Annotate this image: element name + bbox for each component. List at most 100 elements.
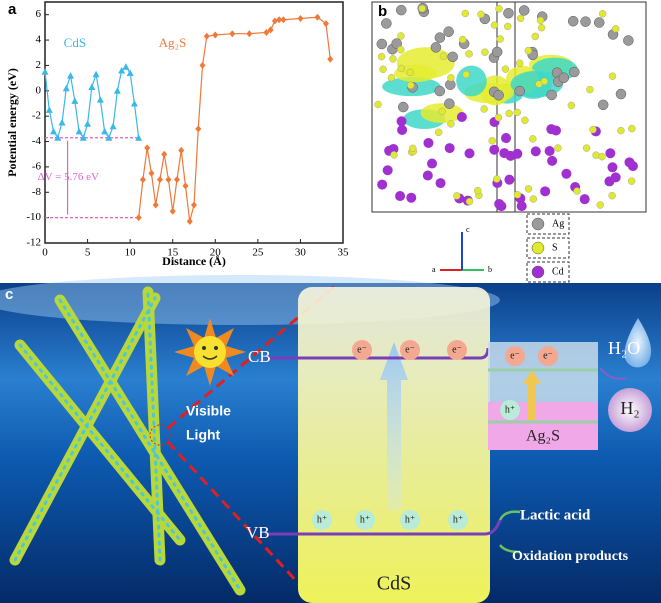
series-label: Ag₂S <box>159 35 187 50</box>
ag-atom <box>546 89 557 101</box>
data-point <box>71 97 79 104</box>
y-tick-label: -2 <box>32 110 41 122</box>
cd-atom <box>530 146 541 157</box>
cd-atom <box>396 116 407 127</box>
s-atom <box>513 191 522 199</box>
s-atom <box>465 197 474 206</box>
s-atom <box>418 4 426 13</box>
y-tick-label: 4 <box>36 34 42 46</box>
reaction-arrow <box>599 367 627 380</box>
zoom-line <box>166 440 302 587</box>
s-atom <box>453 192 461 200</box>
panel-a: a 0 5 10 15 20 25 30 35 -12 -10 -8 -6 -4 -2 0 2 4 6 Distanc… <box>5 1 349 268</box>
data-point <box>105 134 113 141</box>
s-atom <box>513 108 521 117</box>
oxidation-arrow <box>498 510 521 521</box>
ag-atom <box>615 88 627 100</box>
s-atom <box>573 187 581 195</box>
data-point <box>263 28 270 36</box>
charge-density <box>456 65 487 97</box>
ag-atom <box>430 42 442 53</box>
s-atom <box>447 120 455 128</box>
data-point <box>41 68 49 75</box>
s-atom <box>490 21 499 29</box>
legend-box <box>526 237 570 259</box>
data-point <box>267 26 274 34</box>
oxidation-arrow <box>498 544 521 554</box>
ag-atom <box>391 38 402 49</box>
data-point <box>84 120 92 127</box>
s-atom <box>524 185 533 193</box>
cd-atom <box>505 150 516 161</box>
data-point <box>169 207 176 215</box>
s-atom <box>439 52 448 60</box>
ag-atom <box>558 72 570 84</box>
ag-atom <box>567 15 579 27</box>
s-atom <box>477 10 485 19</box>
data-point <box>135 134 143 141</box>
ag-atom <box>597 99 609 111</box>
data-point <box>229 30 236 38</box>
data-point <box>135 214 142 222</box>
data-point <box>327 55 334 63</box>
y-tick-label: 0 <box>36 84 42 96</box>
hole-label: h⁺ <box>405 514 415 525</box>
cd-atom <box>504 174 515 185</box>
data-point <box>199 61 206 69</box>
cd-atom <box>435 178 446 189</box>
series-label: CdS <box>64 35 86 50</box>
s-atom <box>494 113 503 122</box>
y-axis-label: Potential energy (eV) <box>5 68 19 177</box>
x-tick-label: 15 <box>167 247 179 259</box>
hole-label: h⁺ <box>505 404 515 415</box>
s-atom <box>608 72 617 80</box>
cd-atom <box>607 162 618 173</box>
light-label: Light <box>186 427 221 443</box>
data-point <box>276 16 283 24</box>
data-point <box>88 83 96 90</box>
hole-label: h⁺ <box>360 514 370 525</box>
electron <box>352 340 372 360</box>
s-atom <box>521 116 529 124</box>
legend-swatch <box>531 241 545 255</box>
s-atom <box>504 22 512 31</box>
ag-atom <box>381 18 392 29</box>
s-atom <box>488 137 496 145</box>
data-point <box>58 119 66 126</box>
legend-label: Cd <box>552 266 564 277</box>
data-point <box>212 31 219 39</box>
s-atom <box>608 192 616 200</box>
light-label: Visible <box>186 403 231 419</box>
electron <box>400 340 420 360</box>
data-point <box>246 30 253 38</box>
data-point <box>139 176 146 184</box>
panel-c: c CB VB Visible Light e⁻ e⁻ e⁻ e⁻ e⁻ h⁺ h⁺ h⁺ h⁺ h⁺ CdS… <box>0 275 661 603</box>
hole <box>355 510 375 530</box>
cd-atom <box>540 186 551 197</box>
cd-atom <box>501 133 512 144</box>
x-tick-label: 5 <box>85 247 91 259</box>
panel-label: b <box>378 3 387 20</box>
data-point <box>67 72 75 79</box>
cd-atom <box>604 176 615 187</box>
data-point <box>280 16 287 24</box>
electron-label: e⁻ <box>405 344 415 355</box>
cd-atom <box>422 170 433 181</box>
axis-letter: a <box>432 265 436 274</box>
s-atom <box>462 70 470 79</box>
ag-atom <box>569 66 580 78</box>
ag-atom <box>518 5 530 16</box>
data-point <box>109 122 117 130</box>
data-point <box>122 63 130 70</box>
y-tick-label: 6 <box>36 8 42 20</box>
axis-letter: b <box>488 265 492 274</box>
panel-label: c <box>5 286 13 303</box>
zoom-circle <box>149 424 171 446</box>
data-point <box>62 84 70 92</box>
s-atom <box>496 35 504 43</box>
s-atom <box>379 65 387 74</box>
legend-label: Ag <box>552 218 564 229</box>
s-atom <box>459 35 467 44</box>
s-atom <box>474 186 482 195</box>
legend-label: S <box>552 242 558 253</box>
